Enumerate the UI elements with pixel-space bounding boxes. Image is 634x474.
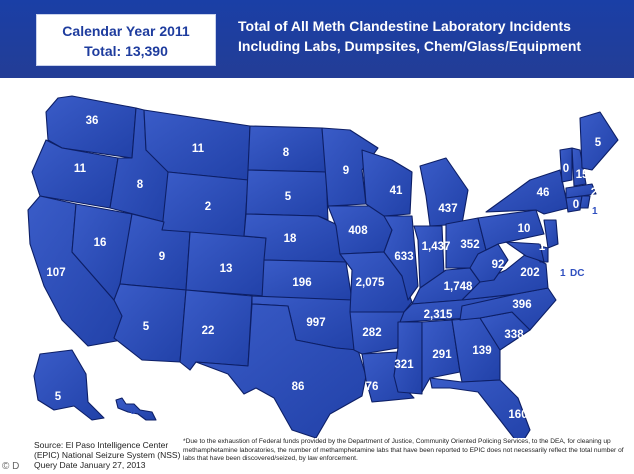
label-ne: 18 xyxy=(284,233,297,245)
state-tx xyxy=(195,303,367,438)
title-line-1: Total of All Meth Clandestine Laboratory… xyxy=(238,18,571,34)
label-sc: 338 xyxy=(504,329,524,341)
state-nj xyxy=(543,219,559,249)
label-mi: 437 xyxy=(438,203,457,215)
source-line-1: Source: El Paso Intelligence Center xyxy=(34,440,169,450)
state-fl xyxy=(429,377,531,438)
state-nh xyxy=(571,147,587,187)
calendar-year: Calendar Year 2011 xyxy=(62,23,190,39)
label-ar: 282 xyxy=(362,327,381,339)
label-vt: 0 xyxy=(563,163,569,175)
state-wi xyxy=(361,149,413,217)
label-nm: 22 xyxy=(202,325,215,337)
label-ks: 196 xyxy=(292,277,311,289)
label-nh: 15 xyxy=(576,169,589,181)
label-pa: 10 xyxy=(518,223,531,235)
label-sd: 5 xyxy=(285,191,292,203)
total-count: Total: 13,390 xyxy=(84,43,168,59)
state-az xyxy=(113,283,187,363)
label-ky: 1,748 xyxy=(444,281,473,293)
label-ct: 0 xyxy=(573,199,579,211)
label-dc: DC xyxy=(570,268,584,279)
label-wa: 36 xyxy=(86,115,99,127)
label-la: 76 xyxy=(366,381,379,393)
label-nv: 16 xyxy=(94,237,107,249)
header-banner: Calendar Year 2011 Total: 13,390 Total o… xyxy=(0,0,634,78)
label-mt: 11 xyxy=(192,143,205,155)
label-wv: 92 xyxy=(492,259,505,271)
state-ak xyxy=(33,349,105,421)
label-ms: 321 xyxy=(394,359,414,371)
state-il xyxy=(383,215,419,301)
label-md: 2 xyxy=(549,255,555,267)
label-az: 5 xyxy=(143,321,150,333)
state-ar xyxy=(349,311,405,355)
label-co: 13 xyxy=(220,263,233,275)
map-title: Total of All Meth Clandestine Laboratory… xyxy=(238,16,628,56)
label-ri: 1 xyxy=(592,206,598,217)
state-nm xyxy=(179,289,253,371)
label-ak: 5 xyxy=(55,391,62,403)
state-mi xyxy=(419,157,469,227)
label-wi: 41 xyxy=(390,185,403,197)
state-va xyxy=(461,253,549,301)
label-nd: 8 xyxy=(283,147,290,159)
footnote: *Due to the exhaustion of Federal funds … xyxy=(183,438,624,462)
state-wa xyxy=(45,95,137,159)
us-state-map: 36 11 107 16 8 11 2 9 5 13 22 8 5 18 196… xyxy=(27,95,619,438)
label-in: 1,437 xyxy=(422,241,451,253)
label-dc-value: 1 xyxy=(560,268,566,279)
label-ia: 408 xyxy=(348,225,368,237)
title-line-2: Including Labs, Dumpsites, Chem/Glass/Eq… xyxy=(238,38,582,54)
state-al xyxy=(421,319,461,393)
label-oh: 352 xyxy=(460,239,479,251)
label-tn: 2,315 xyxy=(424,309,453,321)
label-nc: 396 xyxy=(512,299,531,311)
label-me: 5 xyxy=(595,137,602,149)
source-note: Source: El Paso Intelligence Center (EPI… xyxy=(34,440,184,470)
state-md xyxy=(505,241,545,263)
label-mo: 2,075 xyxy=(356,277,385,289)
label-tx: 86 xyxy=(292,381,305,393)
state-ms xyxy=(393,321,423,395)
source-line-2: (EPIC) National Seizure System (NSS) xyxy=(34,450,181,460)
label-mn: 9 xyxy=(343,165,349,177)
state-ct xyxy=(565,195,583,213)
label-il: 633 xyxy=(394,251,413,263)
label-ma: 2 xyxy=(591,187,597,199)
state-hi xyxy=(115,397,157,421)
label-ok: 997 xyxy=(306,317,325,329)
label-ny: 46 xyxy=(537,187,550,199)
label-or: 11 xyxy=(74,163,87,175)
label-ut: 9 xyxy=(159,251,165,263)
label-wy: 2 xyxy=(205,201,211,213)
label-id: 8 xyxy=(137,179,144,191)
label-fl: 160 xyxy=(508,409,527,421)
label-ca: 107 xyxy=(46,267,65,279)
state-vt xyxy=(559,147,573,183)
state-me xyxy=(579,111,619,171)
label-de: 1 xyxy=(539,241,546,253)
label-hi: 0 xyxy=(130,406,136,417)
state-pa xyxy=(477,209,545,251)
label-nj: 0 xyxy=(559,227,565,239)
state-ny xyxy=(485,169,569,215)
label-va: 202 xyxy=(520,267,539,279)
state-ri xyxy=(579,195,591,209)
label-ga: 139 xyxy=(472,345,491,357)
year-total-box: Calendar Year 2011 Total: 13,390 xyxy=(36,14,216,66)
watermark: © D xyxy=(2,461,20,472)
label-al: 291 xyxy=(432,349,452,361)
source-line-3: Query Date January 27, 2013 xyxy=(34,460,146,470)
state-ma xyxy=(565,183,597,199)
